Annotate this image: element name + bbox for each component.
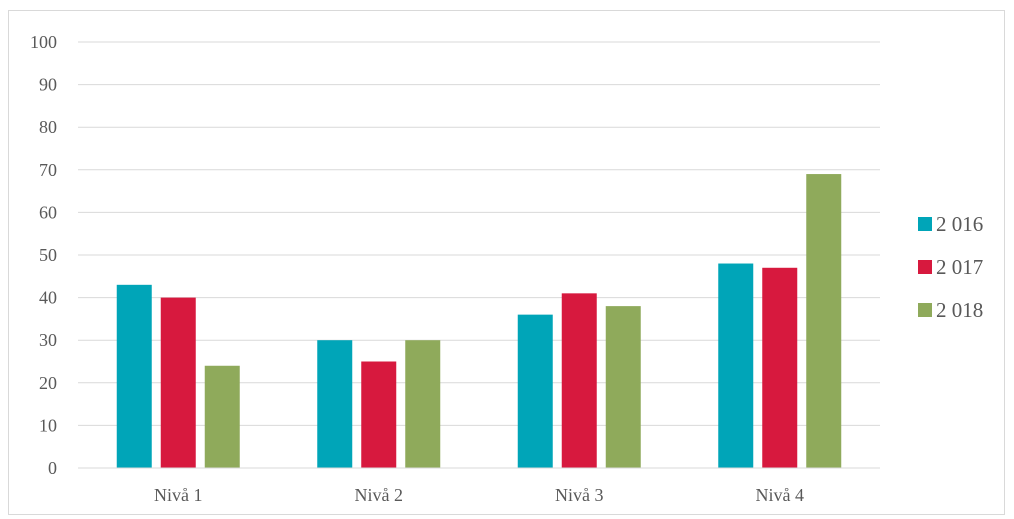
gridlines [78,41,880,426]
bar [718,263,754,468]
x-tick-label: Nivå 3 [555,485,604,505]
x-axis: Nivå 1 Nivå 2 Nivå 3 Nivå 4 [78,467,880,505]
legend-label: 2 018 [936,298,983,322]
bar [605,306,641,468]
bar [762,267,798,468]
legend-label: 2 017 [936,255,983,279]
legend: 2 016 2 017 2 018 [918,212,983,322]
x-tick-label: Nivå 1 [154,485,203,505]
legend-swatch [918,260,932,274]
y-tick-label: 90 [39,75,57,95]
x-tick-label: Nivå 4 [756,485,805,505]
bar [204,365,240,468]
y-tick-label: 60 [39,202,57,222]
y-tick-label: 0 [48,458,57,478]
y-tick-label: 100 [30,32,57,52]
bar [561,293,597,468]
y-axis: 0 10 20 30 40 50 60 70 80 90 100 [30,32,57,478]
y-tick-label: 50 [39,245,57,265]
y-tick-label: 70 [39,160,57,180]
bar [160,297,196,468]
y-tick-label: 10 [39,415,57,435]
legend-swatch [918,303,932,317]
bar [517,314,553,468]
y-tick-label: 40 [39,288,57,308]
bar [405,340,441,468]
legend-label: 2 016 [936,212,983,236]
y-tick-label: 30 [39,330,57,350]
bar [361,361,397,468]
y-tick-label: 20 [39,373,57,393]
bar [317,340,353,468]
bars [116,174,842,468]
x-tick-label: Nivå 2 [355,485,404,505]
y-tick-label: 80 [39,117,57,137]
bar [806,174,842,468]
bar [116,284,152,468]
legend-swatch [918,217,932,231]
